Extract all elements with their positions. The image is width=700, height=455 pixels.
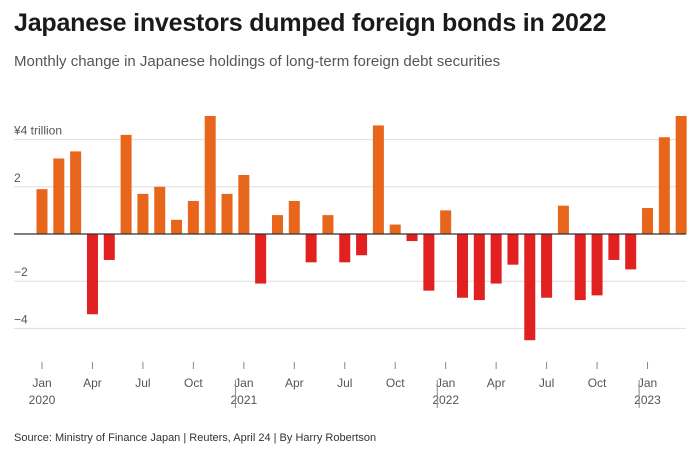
- bar-nov-2021: [406, 234, 418, 242]
- x-tick-label-month: Apr: [285, 376, 304, 390]
- bar-feb-2020: [53, 158, 65, 234]
- x-axis: Jan 2020 Apr Jul Oct Jan 2021 Apr Jul Oct Jan 2022 A…: [29, 362, 661, 408]
- x-tick-label-year: 2020: [29, 393, 56, 407]
- bar-apr-2020: [86, 234, 98, 315]
- bar-jan-2021: [238, 175, 250, 234]
- bar-jun-2021: [322, 215, 334, 234]
- x-tick-label-month: Jan: [436, 376, 455, 390]
- bar-jul-2021: [339, 234, 351, 263]
- y-tick-label: 2: [14, 171, 21, 185]
- bar-dec-2022: [625, 234, 637, 270]
- bar-mar-2020: [70, 151, 82, 234]
- bar-sep-2020: [171, 219, 183, 234]
- bar-jul-2022: [541, 234, 553, 298]
- y-tick-label: ¥4 trillion: [13, 124, 62, 138]
- bar-jan-2022: [440, 210, 452, 234]
- chart-title: Japanese investors dumped foreign bonds …: [14, 9, 607, 37]
- bar-aug-2020: [154, 186, 166, 234]
- bar-may-2022: [507, 234, 519, 265]
- bar-apr-2021: [288, 200, 300, 234]
- bar-jan-2020: [36, 189, 48, 234]
- bar-chart: ¥4 trillion 2 −2 −4 Jan 2020 Apr Jul Oct Jan 2021…: [13, 116, 687, 408]
- bar-oct-2022: [591, 234, 603, 296]
- source-note: Source: Ministry of Finance Japan | Reut…: [14, 432, 377, 444]
- bar-sep-2021: [372, 125, 384, 234]
- bar-aug-2022: [557, 205, 569, 234]
- bar-dec-2020: [221, 193, 233, 234]
- bar-nov-2022: [608, 234, 620, 260]
- y-tick-label: −2: [14, 265, 28, 279]
- bar-may-2020: [103, 234, 115, 260]
- bar-feb-2023: [658, 137, 670, 234]
- bar-jul-2020: [137, 193, 149, 234]
- x-tick-label-year: 2022: [432, 393, 459, 407]
- chart-subtitle: Monthly change in Japanese holdings of l…: [14, 53, 501, 70]
- y-tick-labels: ¥4 trillion 2 −2 −4: [13, 124, 62, 327]
- bar-mar-2021: [271, 215, 283, 234]
- x-tick-label-year: 2021: [230, 393, 257, 407]
- bar-apr-2022: [490, 234, 502, 284]
- bar-feb-2022: [457, 234, 468, 298]
- bar-jun-2022: [524, 234, 536, 341]
- bars: [36, 116, 687, 341]
- x-tick-label-month: Jan: [638, 376, 657, 390]
- x-tick-label-month: Jul: [539, 376, 554, 390]
- bar-may-2021: [305, 234, 317, 263]
- x-tick-label-month: Oct: [386, 376, 405, 390]
- bar-jun-2020: [120, 134, 132, 234]
- bar-sep-2022: [574, 234, 586, 301]
- bar-oct-2021: [389, 224, 401, 234]
- x-tick-label-year: 2023: [634, 393, 661, 407]
- x-tick-label-month: Jan: [234, 376, 253, 390]
- x-tick-label-month: Oct: [184, 376, 203, 390]
- y-tick-label: −4: [14, 312, 28, 326]
- x-tick-label-month: Apr: [83, 376, 102, 390]
- x-tick-label-month: Apr: [487, 376, 506, 390]
- bar-jan-2023: [642, 208, 654, 234]
- x-tick-label-month: Oct: [588, 376, 607, 390]
- x-tick-label-month: Jul: [135, 376, 150, 390]
- bar-oct-2020: [187, 200, 199, 234]
- bar-mar-2023: [675, 116, 687, 234]
- bar-feb-2021: [255, 234, 267, 284]
- bar-nov-2020: [204, 116, 216, 234]
- bar-aug-2021: [356, 234, 368, 256]
- x-tick-label-month: Jan: [32, 376, 51, 390]
- x-tick-label-month: Jul: [337, 376, 352, 390]
- bar-mar-2022: [473, 234, 485, 301]
- bar-dec-2021: [423, 234, 435, 291]
